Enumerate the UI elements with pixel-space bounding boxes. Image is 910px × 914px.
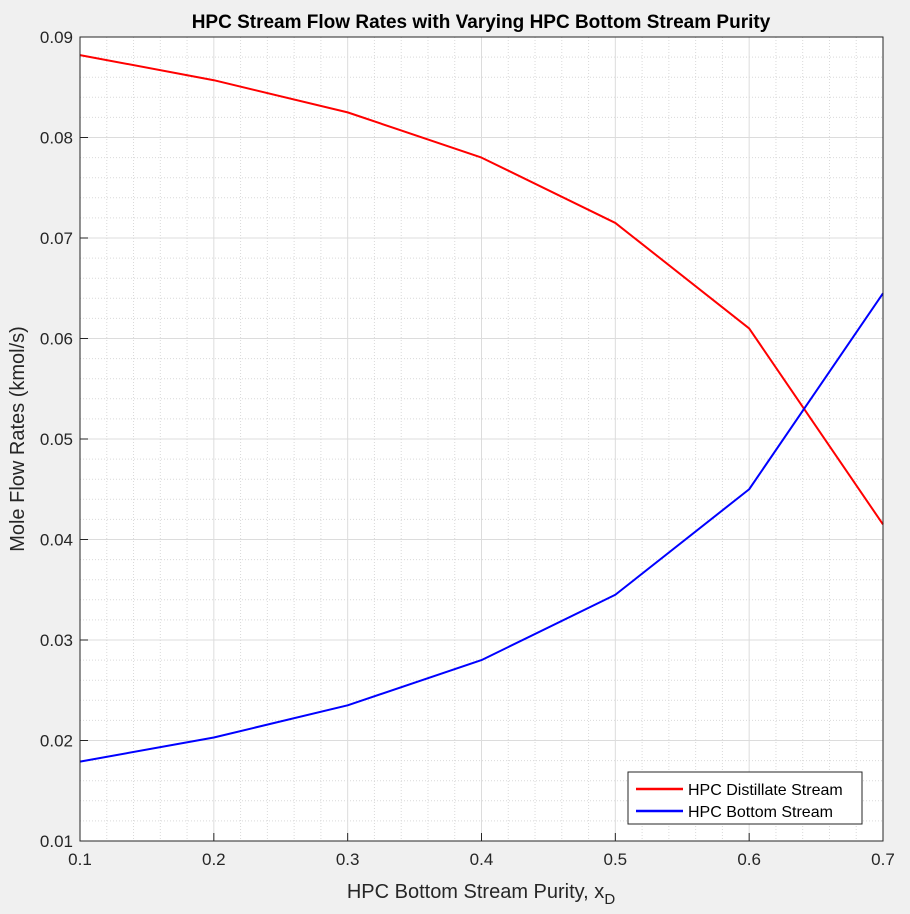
legend-label-distillate: HPC Distillate Stream [688,782,843,799]
y-tick-label: 0.05 [40,430,73,449]
series-layer [79,54,884,763]
series-line-1 [79,292,884,763]
x-tick-label: 0.6 [737,850,761,869]
x-tick-label: 0.4 [470,850,494,869]
chart-title: HPC Stream Flow Rates with Varying HPC B… [192,12,771,33]
x-axis-title-subscript: D [604,891,615,908]
legend-label-bottom: HPC Bottom Stream [688,804,833,821]
x-tick-label: 0.1 [68,850,92,869]
y-tick-label: 0.06 [40,330,73,349]
y-tick-label: 0.01 [40,832,73,851]
x-tick-label: 0.5 [604,850,628,869]
y-tick-label: 0.08 [40,129,73,148]
y-tick-label: 0.07 [40,229,73,248]
legend: HPC Distillate Stream HPC Bottom Stream [627,771,863,825]
x-axis: 0.1 0.2 0.3 0.4 0.5 0.6 0.7 [68,833,895,869]
y-tick-label: 0.04 [40,531,73,550]
y-axis-title: Mole Flow Rates (kmol/s) [7,326,29,552]
x-tick-label: 0.3 [336,850,360,869]
x-tick-label: 0.2 [202,850,226,869]
series-line-0 [79,54,884,525]
x-axis-title-main: HPC Bottom Stream Purity, x [347,881,604,903]
y-tick-label: 0.02 [40,732,73,751]
x-tick-label: 0.7 [871,850,895,869]
legend-box [627,771,863,825]
y-axis: 0.01 0.02 0.03 0.04 0.05 0.06 0.07 0.08 0.09 [40,28,88,851]
x-axis-title: HPC Bottom Stream Purity, xD [347,881,615,908]
y-tick-label: 0.09 [40,28,73,47]
y-tick-label: 0.03 [40,631,73,650]
